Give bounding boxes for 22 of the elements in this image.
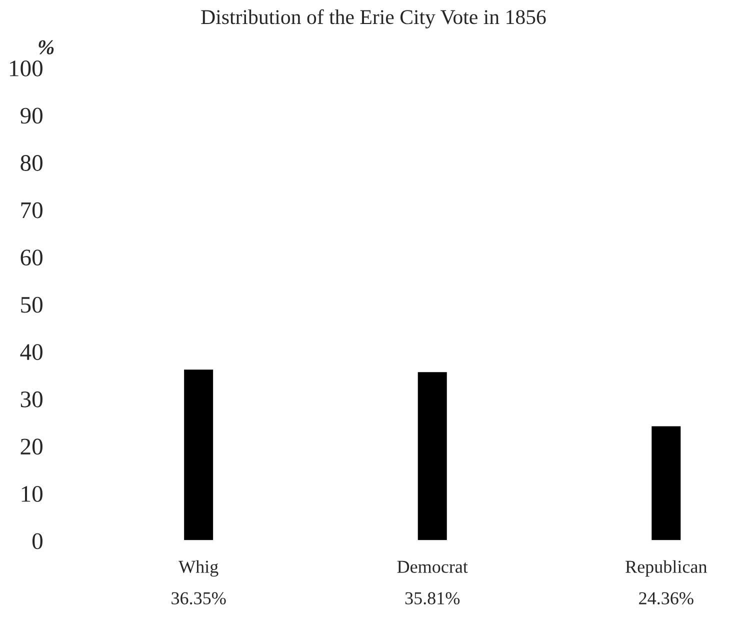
y-tick-label: 40 — [20, 344, 42, 360]
y-tick-label: 30 — [20, 391, 42, 408]
data-label: 35.81% — [405, 592, 460, 604]
y-tick-label: 20 — [20, 438, 42, 455]
y-tick-label: 10 — [22, 486, 42, 502]
x-tick-label: Republican — [626, 560, 707, 577]
y-tick-label: 70 — [21, 202, 42, 218]
y-axis-title: % — [38, 40, 54, 54]
x-tick-label: Democrat — [397, 560, 468, 573]
y-tick-label: 0 — [32, 533, 42, 550]
y-tick-label: 100 — [10, 60, 42, 76]
y-tick-label: 60 — [20, 250, 42, 266]
data-label: 36.35% — [172, 592, 226, 604]
y-tick-label: 90 — [20, 108, 42, 124]
data-label: 24.36% — [639, 592, 694, 604]
y-tick-label: 50 — [21, 296, 42, 313]
y-tick-label: 80 — [20, 155, 42, 171]
bar — [182, 368, 214, 541]
bar — [650, 424, 682, 541]
x-tick-label: Whig — [178, 560, 218, 577]
bar — [416, 370, 448, 541]
chart-title: Distribution of the Erie City Vote in 1856 — [201, 9, 546, 28]
